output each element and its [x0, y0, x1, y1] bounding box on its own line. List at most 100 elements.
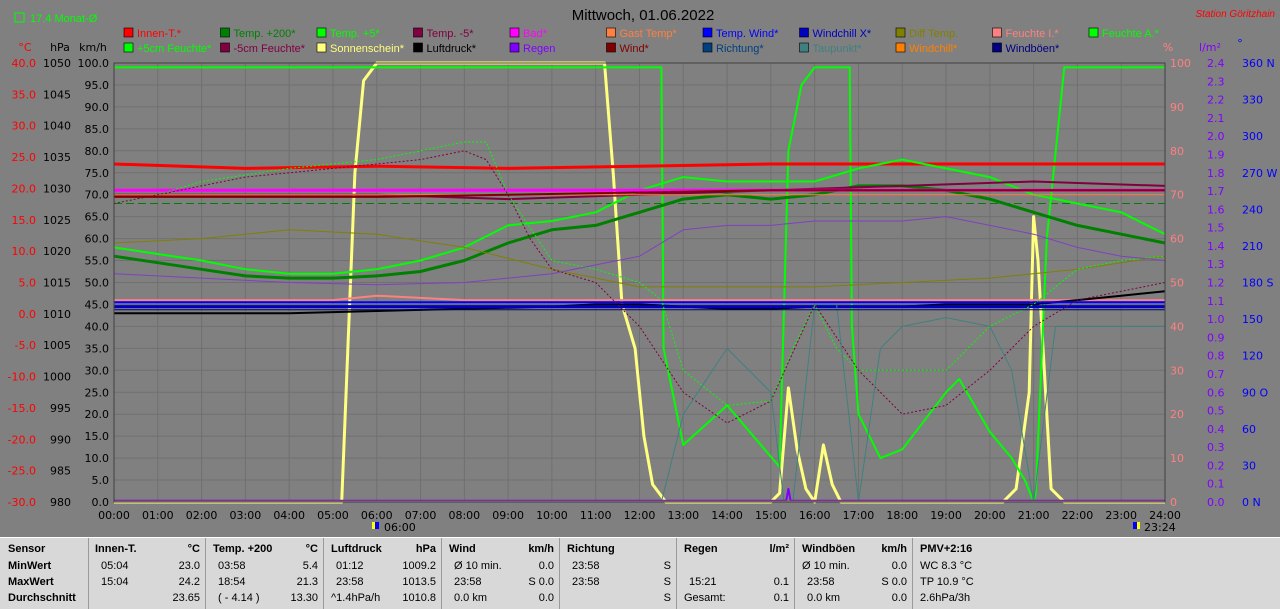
legend-swatch[interactable] [1088, 27, 1099, 38]
stats-boeen-unit: km/h [881, 543, 907, 555]
time-tick: 22:00 [1062, 509, 1094, 522]
stats-temp-block: Temp. +200 °C 03:58 5.4 18:54 21.3 ( - 4… [205, 538, 324, 609]
legend-swatch[interactable] [123, 27, 134, 38]
legend-swatch[interactable] [413, 42, 423, 53]
stats-richtung-min-value: S [663, 560, 671, 572]
legend-label[interactable]: Richtung* [716, 43, 764, 55]
rain-tick: 0.8 [1207, 350, 1225, 363]
legend-label[interactable]: Windchill X* [813, 28, 872, 40]
pct-tick: 70 [1170, 189, 1184, 202]
legend-swatch[interactable] [702, 27, 713, 38]
stats-innen-block: Innen-T. °C 05:04 23.0 15:04 24.2 23.65 [88, 538, 206, 609]
rain-tick: 2.1 [1207, 112, 1225, 125]
series--5cm-feuchte [113, 150, 1166, 424]
legend-swatch[interactable] [509, 42, 520, 53]
stats-boeen-avg10-value: 0.0 [891, 560, 907, 572]
legend-swatch[interactable] [799, 42, 809, 53]
stats-richtung-title: Richtung [567, 543, 615, 555]
legend-swatch[interactable] [316, 27, 327, 38]
legend-label[interactable]: Feuchte I.* [1006, 28, 1060, 40]
legend-label[interactable]: Temp. -5* [427, 28, 475, 40]
stats-temp-min-value: 5.4 [302, 560, 318, 572]
sunrise-label: 06:00 [384, 521, 416, 534]
celsius-tick: -25.0 [8, 465, 36, 478]
legend-swatch[interactable] [413, 27, 423, 38]
time-tick: 02:00 [186, 509, 218, 522]
rain-tick: 0.4 [1207, 423, 1225, 436]
pct-tick: 30 [1170, 364, 1184, 377]
sunset-label: 23:24 [1144, 521, 1176, 534]
stats-pmv-trend: 2.6hPa/3h [920, 592, 971, 604]
celsius-unit: °C [18, 41, 32, 54]
legend-label[interactable]: Windböen* [1006, 43, 1061, 55]
legend-label[interactable]: Wind* [620, 43, 650, 55]
legend-label[interactable]: +5cm Feuchte* [137, 43, 212, 55]
stats-wind-max-time: 23:58 [454, 576, 482, 588]
kmh-tick: 85.0 [85, 123, 110, 136]
legend-swatch[interactable] [509, 27, 520, 38]
stats-wind-avg-value: 0.0 [538, 592, 554, 604]
legend-label[interactable]: Feuchte A.* [1102, 28, 1160, 40]
hpa-unit: hPa [50, 41, 70, 54]
time-tick: 05:00 [317, 509, 349, 522]
stats-regen-total-value: 0.1 [773, 592, 789, 604]
legend-swatch[interactable] [895, 42, 906, 53]
series-diff-temp [113, 229, 1166, 288]
pct-tick: 100 [1170, 57, 1191, 70]
legend-swatch[interactable] [606, 42, 616, 53]
legend-label[interactable]: -5cm Feuchte* [234, 43, 306, 55]
dir-tick: 0 N [1242, 496, 1261, 509]
stats-temp-unit: °C [305, 543, 318, 555]
legend-label[interactable]: Regen [523, 43, 555, 55]
kmh-tick: 50.0 [85, 277, 110, 290]
kmh-tick: 15.0 [85, 430, 110, 443]
stats-boeen-max-value: S 0.0 [881, 576, 907, 588]
legend-swatch[interactable] [220, 42, 230, 53]
dir-tick: 90 O [1242, 386, 1268, 399]
stats-druck-block: Luftdruck hPa 01:12 1009.2 23:58 1013.5 … [323, 538, 442, 609]
celsius-tick: -5.0 [15, 339, 36, 352]
legend-swatch[interactable] [316, 42, 327, 53]
legend-swatch[interactable] [895, 27, 906, 38]
time-tick: 18:00 [886, 509, 918, 522]
weather-chart: 40.0 35.0 30.0 25.0 20.0 15.0 10.0 5.0 0.0 -5.0 -1… [7, 7, 1278, 534]
legend-label[interactable]: Diff Temp. [909, 28, 958, 40]
legend-swatch[interactable] [220, 27, 230, 38]
legend-label[interactable]: Temp. +200* [234, 28, 297, 40]
legend-swatch[interactable] [606, 27, 616, 38]
rain-tick: 1.0 [1207, 313, 1225, 326]
legend-label[interactable]: Gast Temp* [620, 28, 678, 40]
rain-tick: 1.7 [1207, 185, 1225, 198]
time-tick: 14:00 [711, 509, 743, 522]
legend-label[interactable]: Innen-T.* [137, 28, 182, 40]
time-tick: 19:00 [930, 509, 962, 522]
legend-swatch[interactable] [799, 27, 809, 38]
legend-swatch[interactable] [992, 27, 1002, 38]
legend-label[interactable]: Taupunkt* [813, 43, 863, 55]
legend-label[interactable]: Windchill* [909, 43, 958, 55]
pct-tick: 10 [1170, 452, 1184, 465]
legend-label[interactable]: Luftdruck* [427, 43, 477, 55]
hpa-tick: 1010 [43, 308, 71, 321]
stats-temp-max-value: 21.3 [296, 576, 318, 588]
rain-tick: 0.1 [1207, 478, 1225, 491]
legend-swatch[interactable] [992, 42, 1002, 53]
kmh-tick: 25.0 [85, 386, 110, 399]
kmh-tick: 90.0 [85, 101, 110, 114]
stats-wind-avg10-value: 0.0 [538, 560, 554, 572]
rain-tick: 0.9 [1207, 331, 1225, 344]
series--5cm-feuchte [113, 141, 1166, 406]
legend-swatch[interactable] [702, 42, 713, 53]
legend-label[interactable]: Sonnenschein* [330, 43, 405, 55]
legend-label[interactable]: Temp. +5* [330, 28, 381, 40]
stats-innen-title: Innen-T. [95, 543, 137, 555]
kmh-tick: 5.0 [92, 474, 110, 487]
celsius-tick: 15.0 [12, 214, 37, 227]
legend-swatch[interactable] [123, 42, 134, 53]
legend-label[interactable]: Bad* [523, 28, 548, 40]
legend-label[interactable]: Temp. Wind* [716, 28, 779, 40]
kmh-tick: 80.0 [85, 145, 110, 158]
rain-tick: 1.2 [1207, 277, 1225, 290]
celsius-tick: 20.0 [12, 182, 37, 195]
stats-druck-trend: ^1.4hPa/h [331, 592, 381, 604]
